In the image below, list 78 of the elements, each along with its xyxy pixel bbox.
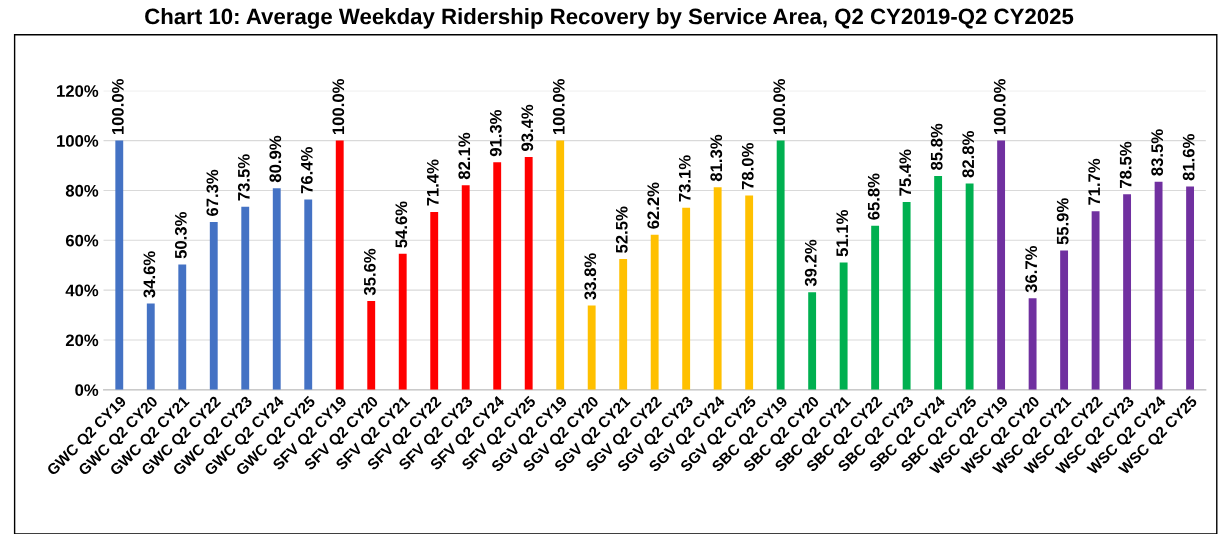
y-tick-label: 20% (65, 334, 99, 347)
bar (1091, 211, 1100, 390)
bar (839, 262, 848, 390)
bar (619, 258, 628, 390)
bar (461, 185, 470, 390)
data-label: 82.8% (962, 131, 975, 178)
data-label: 73.1% (678, 155, 691, 202)
y-tick-label: 0% (75, 384, 99, 397)
data-label: 78.0% (741, 143, 754, 190)
data-label: 33.8% (584, 253, 597, 300)
data-label: 54.6% (395, 201, 408, 248)
data-label: 100.0% (773, 78, 786, 135)
bar (965, 183, 974, 390)
data-label: 93.4% (521, 104, 534, 151)
bar (587, 305, 596, 390)
bar (272, 188, 281, 390)
data-label: 67.3% (206, 169, 219, 216)
data-label: 91.3% (489, 109, 502, 157)
data-label: 83.5% (1151, 129, 1164, 176)
data-label: 76.4% (300, 147, 313, 194)
bar (178, 264, 187, 390)
data-label: 52.5% (615, 206, 628, 253)
data-label: 100.0% (111, 78, 124, 135)
bar (776, 140, 785, 390)
bar (902, 201, 911, 390)
bar (997, 140, 1006, 390)
data-label: 51.1% (836, 210, 849, 257)
data-label: 71.4% (426, 159, 439, 206)
data-label: 82.1% (458, 132, 471, 180)
bar (304, 199, 313, 390)
data-label: 73.5% (237, 154, 250, 201)
data-label: 65.8% (867, 173, 880, 220)
data-label: 62.2% (647, 182, 660, 229)
bar (934, 176, 943, 390)
bar (1060, 250, 1069, 390)
bar (430, 211, 439, 390)
bar (241, 206, 250, 390)
data-label: 81.3% (710, 134, 723, 182)
bar (808, 292, 817, 390)
data-label: 34.6% (143, 251, 156, 298)
y-tick-label: 80% (65, 184, 99, 197)
bar (650, 234, 659, 390)
data-label: 100.0% (993, 78, 1006, 135)
y-tick-label: 60% (65, 234, 99, 247)
bar (1154, 181, 1163, 390)
bar (493, 162, 502, 390)
data-label: 81.6% (1182, 134, 1195, 181)
bar (713, 187, 722, 390)
data-label: 80.9% (269, 135, 282, 183)
data-label: 36.7% (1025, 245, 1038, 293)
bar (556, 140, 565, 390)
bar (1186, 186, 1195, 390)
bar (871, 225, 880, 390)
bar (367, 301, 376, 390)
data-label: 75.4% (899, 149, 912, 196)
data-label: 100.0% (552, 78, 565, 135)
y-tick-label: 100% (57, 135, 99, 147)
y-tick-label: 40% (65, 284, 99, 297)
bar (524, 157, 533, 390)
data-label: 100.0% (332, 78, 345, 135)
chart-title: Chart 10: Average Weekday Ridership Recovery by Service Area, Q2 CY2019-Q2 CY2025 (145, 8, 1074, 29)
bar (682, 207, 691, 390)
bar (1028, 298, 1037, 390)
data-label: 78.5% (1119, 141, 1132, 188)
data-label: 85.8% (930, 123, 943, 170)
data-label: 39.2% (804, 239, 817, 287)
bar (335, 140, 344, 390)
y-tick-label: 120% (57, 85, 99, 97)
bar (115, 140, 124, 390)
bar (146, 303, 155, 390)
bar (398, 253, 407, 390)
bar (1123, 194, 1132, 390)
data-label: 35.6% (363, 248, 376, 296)
data-label: 55.9% (1056, 198, 1069, 245)
data-label: 50.3% (174, 212, 187, 259)
data-label: 71.7% (1088, 158, 1101, 205)
bar (209, 222, 218, 390)
bar (745, 195, 754, 390)
